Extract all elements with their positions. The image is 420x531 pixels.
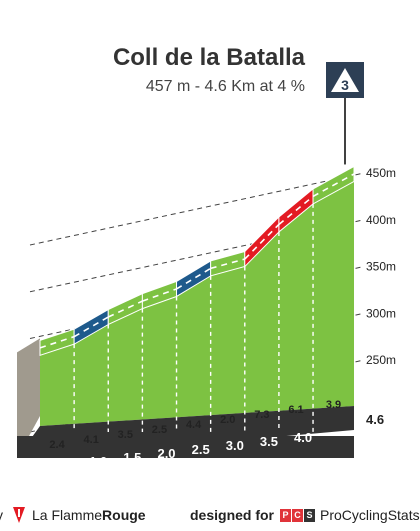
final-distance-label: 4.6 [366,412,384,427]
km-tick-label: 0.5 [55,458,73,473]
km-tick-label: 2.0 [157,446,175,461]
km-tick-label: 4.0 [294,430,312,445]
pcs-letter-p: P [280,508,292,522]
flamme-rouge-logo-icon [13,507,25,523]
gradient-label: 7.3 [254,409,269,421]
gradient-label: 3.9 [326,399,341,411]
gradient-label: 2.0 [220,414,235,426]
profile-center-dash [210,258,245,270]
pcs-letter-c: C [292,508,304,522]
pcs-letter-s: S [304,508,316,522]
designed-for-label: designed for [190,507,275,523]
climb-stats: 457 m - 4.6 Km at 4 % [145,78,305,95]
km-tick-label: 2.5 [192,442,210,457]
km-tick-label: 1.0 [89,454,107,469]
profile-center-dash [278,195,314,226]
km-tick-label: 1.5 [123,450,141,465]
category-triangle-icon [331,68,359,92]
pcs-logo-icon: P C S [280,508,316,522]
altitude-tick-label: 250m [366,353,396,367]
profile-left-wall [17,338,40,458]
profile-center-dash [244,223,280,260]
gradient-label: 2.5 [152,424,167,436]
profile-base-front [17,436,354,458]
km-tick-label: 3.0 [226,438,244,453]
gradient-label: 3.5 [118,429,133,441]
gradient-label: 2.4 [49,439,65,451]
km-tick-label: 3.5 [260,434,278,449]
profile-center-dash [176,267,212,290]
brand-main: La Flamme [32,507,103,523]
altitude-gridline [29,172,365,246]
gradient-label: 6.1 [288,404,303,416]
footer-credit-right: designed for P C S ProCyclingStats [190,504,420,526]
gradient-label: 4.1 [84,434,99,446]
altitude-tick-label: 300m [366,306,396,320]
footer-prefix: y [0,507,3,523]
altitude-gridline [29,219,365,293]
pcs-name: ProCyclingStats [320,507,420,523]
category-number: 3 [341,77,349,93]
profile-center-dash [39,335,75,349]
altitude-tick-label: 400m [366,213,396,227]
gradient-label: 4.4 [186,419,202,431]
altitude-tick-label: 450m [366,166,396,180]
profile-center-dash [312,173,355,198]
altitude-tick-label: 350m [366,260,396,274]
profile-body [40,181,354,426]
brand-accent: Rouge [102,507,146,523]
climb-title: Coll de la Batalla [112,44,305,71]
